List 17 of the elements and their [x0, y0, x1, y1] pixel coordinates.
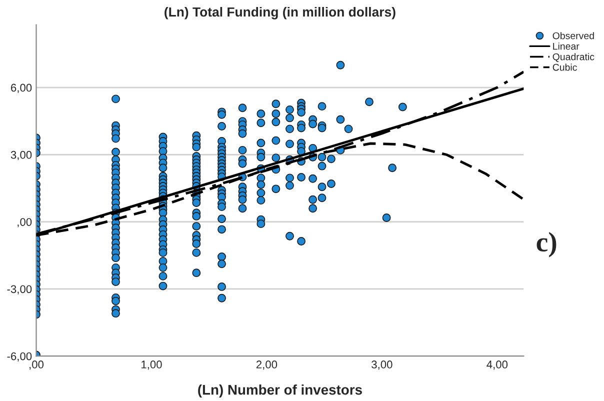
x-tick-label: 4,00 — [486, 360, 508, 370]
x-tick-label: ,00 — [30, 360, 44, 370]
legend-label: Quadratic — [552, 53, 594, 62]
x-tick-label: 2,00 — [256, 360, 278, 370]
text: c) — [536, 232, 556, 258]
x-tick-label: 3,00 — [372, 360, 392, 370]
legend-label: Observed — [552, 32, 594, 40]
legend-label: Linear — [553, 42, 580, 50]
x-axis-title: (Ln) Number of investors — [198, 384, 362, 398]
y-tick-label: -3,00 — [7, 285, 32, 294]
y-tick-label: 3,00 — [10, 150, 32, 160]
chart-title: (Ln) Total Funding (in million dollars) — [164, 6, 396, 20]
y-tick-label: 6,00 — [11, 84, 32, 93]
y-tick-label: -6,00 — [7, 352, 32, 362]
x-tick-label: 1,00 — [142, 360, 162, 370]
y-tick-label: ,00 — [18, 218, 32, 228]
legend-label: Cubic — [552, 64, 577, 71]
